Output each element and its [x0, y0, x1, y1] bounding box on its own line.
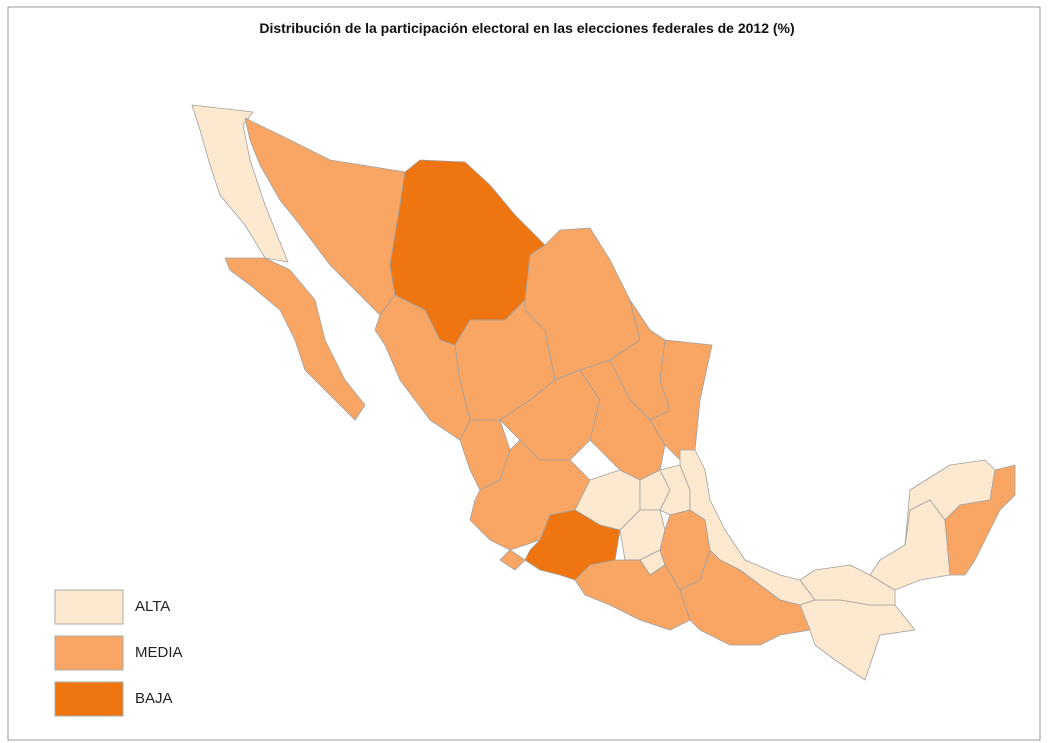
state [224, 257, 366, 421]
state [649, 339, 713, 461]
states [191, 104, 1016, 681]
legend-label: ALTA [135, 598, 170, 615]
legend-label: MEDIA [135, 644, 183, 661]
map-title: Distribución de la participación elector… [259, 20, 794, 36]
state [799, 599, 916, 681]
state [499, 549, 526, 571]
state [799, 564, 896, 606]
legend-swatch [54, 681, 124, 717]
legend-swatch [54, 635, 124, 671]
legend: ALTA MEDIA BAJA [54, 589, 183, 717]
state [574, 559, 691, 631]
legend-swatch [54, 589, 124, 625]
state [944, 464, 1016, 576]
legend-label: BAJA [135, 690, 173, 707]
state [191, 104, 289, 263]
